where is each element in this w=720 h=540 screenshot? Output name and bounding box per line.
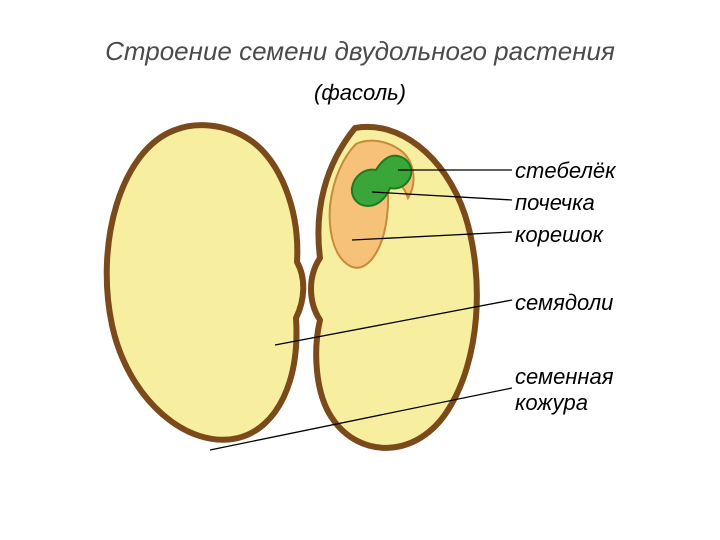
label-stemlet: стебелёк	[515, 158, 615, 184]
seed-diagram	[0, 0, 720, 540]
diagram-stage: Строение семени двудольного растения (фа…	[0, 0, 720, 540]
label-plumule: почечка	[515, 190, 595, 216]
label-seedcoat: семенная кожура	[515, 364, 614, 416]
label-radicle: корешок	[515, 222, 603, 248]
label-cotyledon: семядоли	[515, 290, 613, 316]
